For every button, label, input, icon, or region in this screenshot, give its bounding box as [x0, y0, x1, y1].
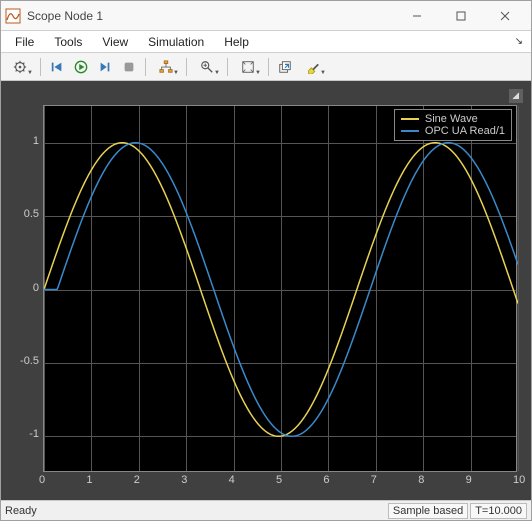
- menubar: File Tools View Simulation Help ↘: [1, 31, 531, 53]
- run-button[interactable]: [70, 56, 92, 78]
- separator: [227, 58, 228, 76]
- x-tick-label: 8: [418, 474, 424, 486]
- chevron-down-icon: ▼: [255, 70, 261, 76]
- separator: [268, 58, 269, 76]
- chevron-down-icon: ▼: [214, 70, 220, 76]
- autoscale-button[interactable]: ▼: [233, 56, 263, 78]
- chart-lines: [44, 106, 518, 473]
- legend-item: OPC UA Read/1: [401, 125, 505, 137]
- step-back-button[interactable]: [46, 56, 68, 78]
- y-tick-label: -1: [29, 428, 39, 440]
- separator: [40, 58, 41, 76]
- menu-simulation[interactable]: Simulation: [138, 33, 214, 51]
- status-mode: Sample based: [388, 503, 468, 519]
- legend-label: OPC UA Read/1: [425, 125, 505, 137]
- x-tick-label: 1: [86, 474, 92, 486]
- menu-tools[interactable]: Tools: [44, 33, 92, 51]
- menu-file[interactable]: File: [5, 33, 44, 51]
- series-opc-ua-read: [44, 143, 518, 437]
- x-tick-label: 5: [276, 474, 282, 486]
- legend-item: Sine Wave: [401, 113, 505, 125]
- legend-swatch: [401, 130, 419, 132]
- x-tick-label: 7: [371, 474, 377, 486]
- toolbar: ▼ ▼ ▼ ▼ ▼: [1, 53, 531, 81]
- stop-button[interactable]: [118, 56, 140, 78]
- statusbar: Ready Sample based T=10.000: [1, 500, 531, 520]
- y-tick-label: 1: [33, 135, 39, 147]
- chevron-down-icon: ▼: [173, 70, 179, 76]
- float-button[interactable]: [274, 56, 296, 78]
- plot-panel: Sine WaveOPC UA Read/1 012345678910-1-0.…: [1, 81, 531, 500]
- series-sine-wave: [44, 143, 518, 437]
- y-tick-label: 0: [33, 282, 39, 294]
- legend-swatch: [401, 118, 419, 120]
- highlight-button[interactable]: ▼: [298, 56, 328, 78]
- legend[interactable]: Sine WaveOPC UA Read/1: [394, 109, 512, 141]
- plot-inner: Sine WaveOPC UA Read/1 012345678910-1-0.…: [9, 89, 523, 492]
- separator: [186, 58, 187, 76]
- y-tick-label: 0.5: [24, 208, 39, 220]
- menu-help[interactable]: Help: [214, 33, 259, 51]
- expand-axes-icon[interactable]: [509, 89, 523, 103]
- x-tick-label: 10: [513, 474, 525, 486]
- status-text: Ready: [5, 505, 386, 517]
- menu-view[interactable]: View: [92, 33, 138, 51]
- minimize-button[interactable]: [395, 2, 439, 30]
- close-button[interactable]: [483, 2, 527, 30]
- chevron-down-icon: ▼: [320, 70, 326, 76]
- app-icon: [5, 8, 21, 24]
- x-tick-label: 0: [39, 474, 45, 486]
- step-forward-button[interactable]: [94, 56, 116, 78]
- x-tick-label: 3: [181, 474, 187, 486]
- x-tick-label: 2: [134, 474, 140, 486]
- legend-label: Sine Wave: [425, 113, 478, 125]
- status-time: T=10.000: [470, 503, 527, 519]
- window-titlebar: Scope Node 1: [1, 1, 531, 31]
- y-tick-label: -0.5: [20, 355, 39, 367]
- chart-axes[interactable]: Sine WaveOPC UA Read/1: [43, 105, 517, 472]
- settings-button[interactable]: ▼: [5, 56, 35, 78]
- signal-hierarchy-button[interactable]: ▼: [151, 56, 181, 78]
- chevron-down-icon: ▼: [27, 70, 33, 76]
- window-title: Scope Node 1: [27, 9, 395, 23]
- maximize-button[interactable]: [439, 2, 483, 30]
- zoom-button[interactable]: ▼: [192, 56, 222, 78]
- x-tick-label: 4: [229, 474, 235, 486]
- menubar-overflow-icon[interactable]: ↘: [515, 36, 527, 47]
- x-tick-label: 9: [466, 474, 472, 486]
- x-tick-label: 6: [323, 474, 329, 486]
- separator: [145, 58, 146, 76]
